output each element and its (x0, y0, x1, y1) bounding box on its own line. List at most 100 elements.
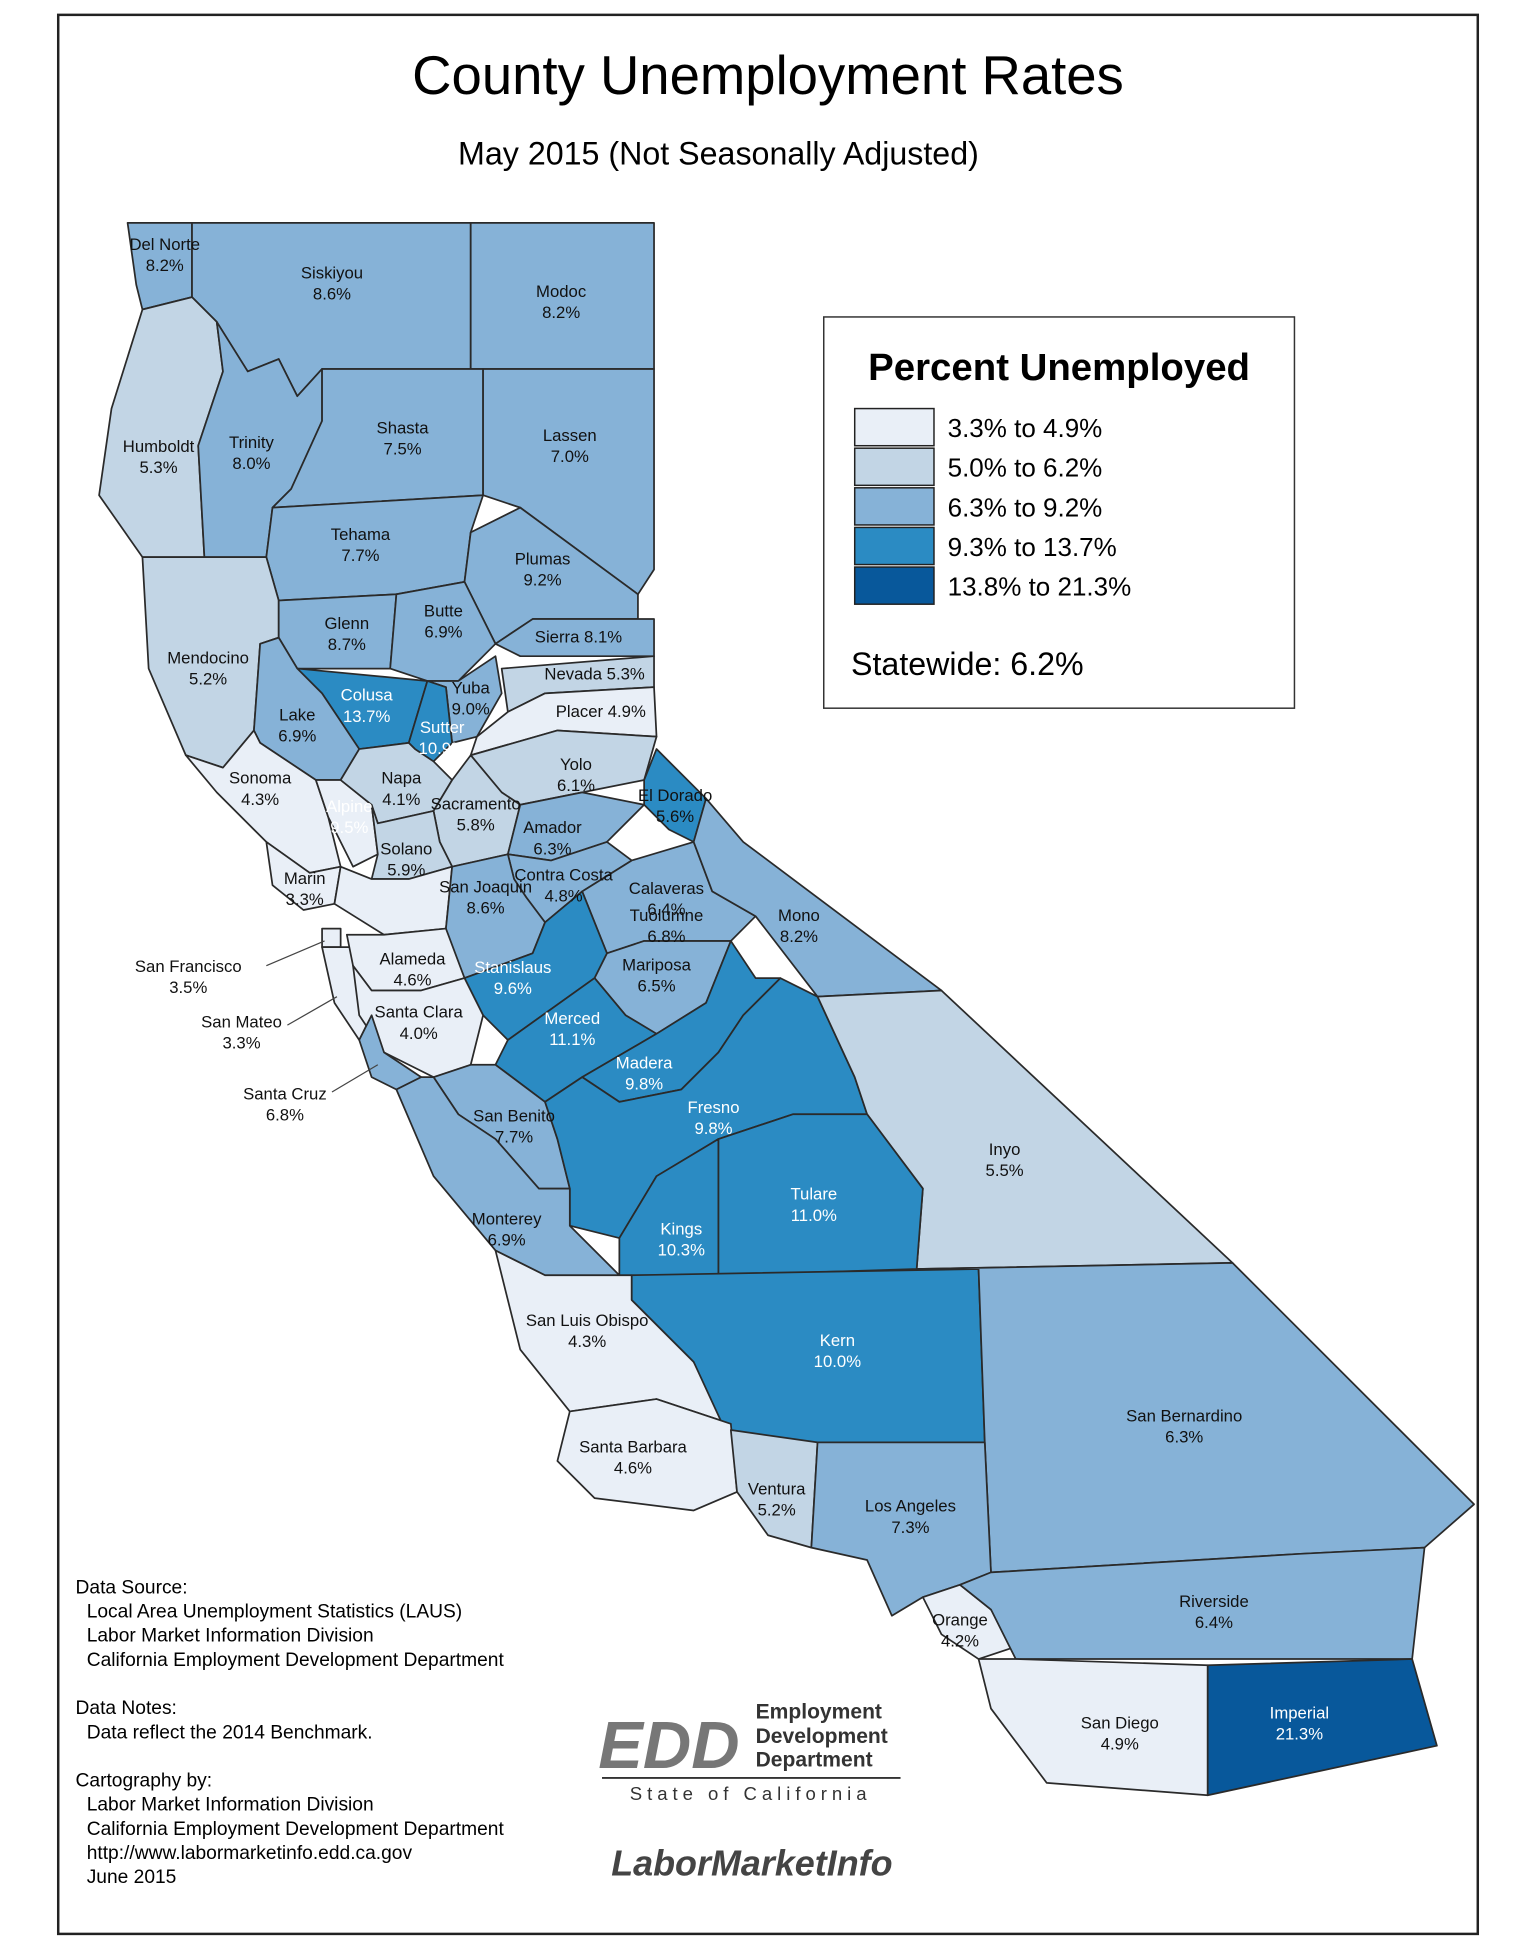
county-rate: 8.2% (542, 303, 580, 322)
title: County Unemployment Rates (412, 45, 1124, 106)
county (729, 1429, 819, 1549)
county-name: Marin (284, 869, 326, 888)
county-rate: 6.8% (647, 927, 685, 946)
county-rate: 8.6% (467, 899, 505, 918)
county-name: Santa Barbara (579, 1437, 687, 1456)
legend-label: 5.0% to 6.2% (948, 453, 1103, 483)
county-name: Santa Clara (375, 1003, 464, 1022)
county (389, 581, 497, 682)
county-name: Los Angeles (865, 1497, 956, 1516)
statewide: Statewide: 6.2% (851, 646, 1084, 682)
county-name: Nevada (544, 665, 602, 684)
county (692, 797, 943, 998)
county-rate: 9.8% (625, 1075, 663, 1094)
county-name: Merced (544, 1009, 600, 1028)
edd-logo: EDD Employment Development Department St… (598, 1700, 901, 1884)
county-rate: 5.3% (140, 458, 178, 477)
county-rate: 4.3% (241, 790, 279, 809)
county-name: Alpine (326, 797, 372, 816)
note-line: Data reflect the 2014 Benchmark. (87, 1722, 373, 1743)
county-name: Imperial (1270, 1703, 1329, 1722)
county-name: Monterey (472, 1209, 542, 1228)
leader-line (266, 940, 325, 967)
county-rate: 4.2% (941, 1632, 979, 1651)
county-name: Kern (820, 1331, 855, 1350)
county-name: Sierra (535, 628, 580, 647)
county-rate: 6.3% (1165, 1427, 1203, 1446)
county-rate: 11.1% (549, 1030, 595, 1049)
county-label: Nevada 5.3% (544, 665, 644, 684)
county-name: Madera (616, 1053, 673, 1072)
county-name: Kings (660, 1219, 702, 1238)
county-rate: 5.2% (189, 670, 227, 689)
county-rate: 4.9% (1101, 1734, 1139, 1753)
county-name: Tulare (790, 1185, 837, 1204)
county-rate: 6.3% (533, 839, 571, 858)
county-rate: 6.9% (278, 727, 316, 746)
county-rate: 4.9% (608, 702, 646, 721)
county-name: Sutter (420, 718, 465, 737)
county-name: Tuolumne (630, 906, 704, 925)
county-name: Glenn (325, 614, 370, 633)
county-name: San Francisco (135, 957, 242, 976)
county-rate: 4.3% (568, 1332, 606, 1351)
county-name: San Bernardino (1126, 1406, 1242, 1425)
county-name: Stanislaus (474, 958, 551, 977)
county-name: Fresno (687, 1098, 739, 1117)
county (277, 593, 398, 670)
county-name: Yuba (452, 678, 491, 697)
county-name: Colusa (341, 686, 394, 705)
county-label: Placer 4.9% (556, 702, 646, 721)
county-name: Del Norte (129, 235, 200, 254)
note-line: Local Area Unemployment Statistics (LAUS… (87, 1602, 462, 1623)
county-name: Mono (778, 906, 820, 925)
lmi-logo: LaborMarketInfo (611, 1843, 892, 1884)
county-rate: 8.1% (584, 628, 622, 647)
county-rate: 9.5% (330, 818, 368, 837)
county-name: Placer (556, 702, 604, 721)
county-name: Santa Cruz (243, 1084, 327, 1103)
legend-label: 3.3% to 4.9% (948, 413, 1103, 443)
note-heading: Cartography by: (76, 1771, 213, 1792)
county-rate: 9.0% (452, 699, 490, 718)
counties (98, 221, 1475, 1797)
legend-swatch (853, 487, 935, 526)
county-name: Alameda (380, 949, 447, 968)
county-name: Modoc (536, 282, 586, 301)
county-name: Siskiyou (301, 264, 363, 283)
county-name: San Benito (473, 1107, 555, 1126)
county-rate: 4.8% (545, 886, 583, 905)
county (321, 927, 342, 949)
county-rate: 5.2% (758, 1500, 796, 1519)
legend-label: 6.3% to 9.2% (948, 492, 1103, 522)
county-name: Lassen (543, 426, 597, 445)
edd-word: Department (756, 1749, 873, 1772)
edd-state: State of California (630, 1783, 872, 1804)
county-rate: 8.6% (313, 285, 351, 304)
county-rate: 4.1% (382, 790, 420, 809)
county-rate: 6.8% (266, 1105, 304, 1124)
county-name: Calaveras (629, 879, 704, 898)
note-heading: Data Source: (76, 1577, 188, 1598)
county-rate: 7.3% (891, 1518, 929, 1537)
county-rate: 13.7% (343, 707, 391, 726)
county-rate: 9.8% (694, 1119, 732, 1138)
county-rate: 7.5% (384, 439, 422, 458)
legend-swatch (853, 566, 935, 605)
county-rate: 8.0% (232, 454, 270, 473)
county-rate: 5.6% (656, 807, 694, 826)
county-name: Mendocino (167, 649, 249, 668)
county-name: Plumas (515, 550, 571, 569)
county-name: Humboldt (123, 437, 195, 456)
county-labels: Del Norte 8.2% Siskiyou 8.6% Modoc 8.2% Humbol… (123, 235, 1329, 1753)
note-line: June 2015 (87, 1867, 177, 1888)
county-rate: 8.7% (328, 635, 366, 654)
county-rate: 9.6% (494, 979, 532, 998)
county-rate: 8.2% (780, 927, 818, 946)
edd-mark: EDD (598, 1708, 739, 1783)
notes: Data Source: Local Area Unemployment Stat… (76, 1577, 505, 1888)
note-line: California Employment Development Depart… (87, 1650, 505, 1671)
county-label: Sierra 8.1% (535, 628, 622, 647)
county-name: Sonoma (229, 769, 292, 788)
